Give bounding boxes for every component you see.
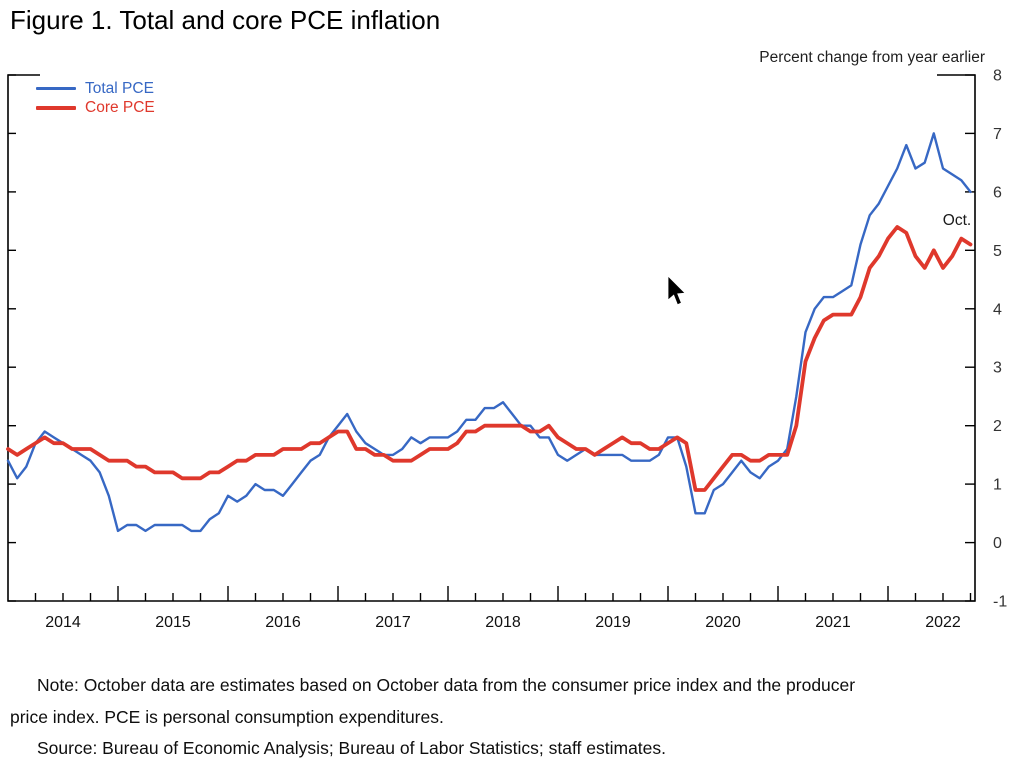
y-axis-tick-label: 6 (993, 184, 1002, 201)
x-axis-year-label: 2022 (925, 614, 961, 631)
note-text-line1: Note: October data are estimates based o… (37, 675, 856, 695)
y-axis-tick-label: 0 (993, 535, 1002, 552)
x-axis-year-label: 2017 (375, 614, 411, 631)
y-axis-tick-label: 7 (993, 126, 1002, 143)
y-axis-tick-label: 3 (993, 360, 1002, 377)
legend-item-core-pce: Core PCE (36, 98, 155, 117)
core-pce-line-swatch (36, 105, 76, 110)
plot-frame (7, 74, 976, 602)
legend: Total PCE Core PCE (36, 79, 155, 117)
legend-item-total-pce: Total PCE (36, 79, 155, 98)
y-axis-tick-label: -1 (993, 594, 1007, 611)
x-axis-year-label: 2015 (155, 614, 191, 631)
series-line-core-pce (6, 225, 973, 492)
y-axis-tick-label: 1 (993, 477, 1002, 494)
oct-annotation: Oct. (943, 212, 971, 229)
y-axis-tick-label: 5 (993, 243, 1002, 260)
figure-notes: Note: October data are estimates based o… (10, 670, 1010, 764)
x-axis-year-label: 2014 (45, 614, 81, 631)
y-axis-unit-label: Percent change from year earlier (759, 49, 985, 66)
source-text: Source: Bureau of Economic Analysis; Bur… (37, 738, 667, 758)
figure-title: Figure 1. Total and core PCE inflation (10, 5, 441, 35)
mouse-cursor-icon (667, 275, 687, 306)
y-axis-tick-label: 8 (993, 68, 1002, 85)
x-axis-year-label: 2019 (595, 614, 631, 631)
legend-label-core-pce: Core PCE (85, 98, 155, 116)
x-axis-year-label: 2018 (485, 614, 521, 631)
y-axis-tick-label: 2 (993, 418, 1002, 435)
total-pce-line-swatch (36, 87, 76, 90)
x-axis-year-label: 2016 (265, 614, 301, 631)
legend-label-total-pce: Total PCE (85, 79, 154, 97)
y-axis-tick-label: 4 (993, 301, 1002, 318)
note-text-line2: price index. PCE is personal consumption… (10, 706, 444, 727)
series-line-total-pce (6, 132, 972, 533)
x-axis-year-label: 2020 (705, 614, 741, 631)
x-axis-year-label: 2021 (815, 614, 851, 631)
